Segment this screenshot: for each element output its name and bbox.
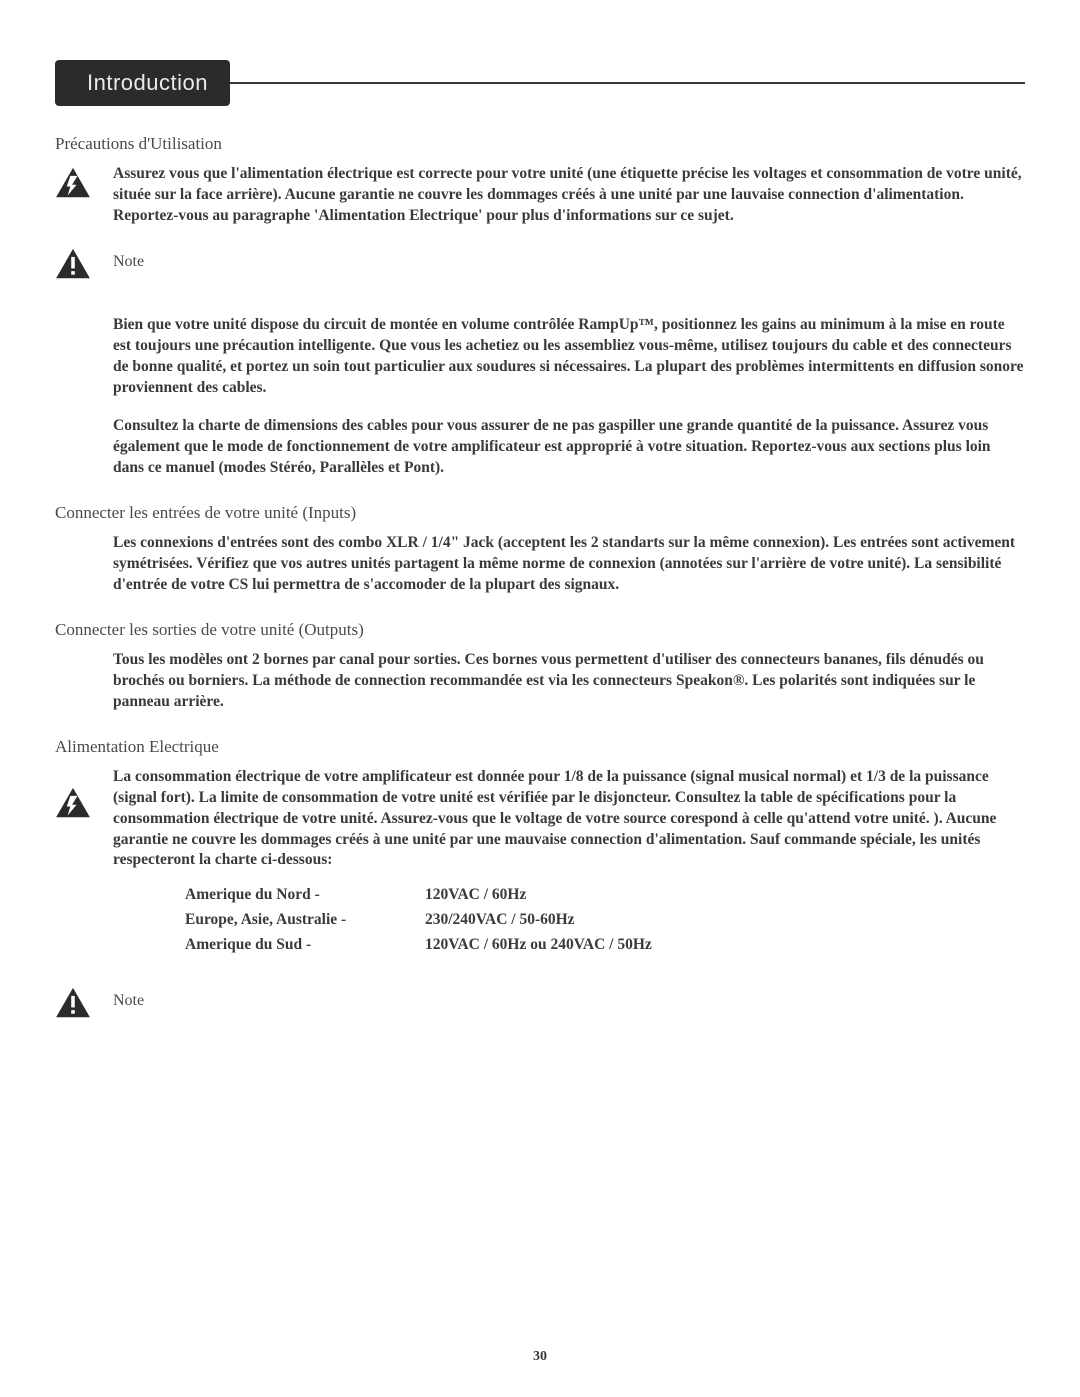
volt-region: Amerique du Sud - [185,933,425,958]
precautions-para: Assurez vous que l'alimentation électriq… [113,164,1025,227]
section-heading-inputs: Connecter les entrées de votre unité (In… [55,503,1025,523]
note1-para2: Consultez la charte de dimensions des ca… [113,416,1025,479]
volt-value: 120VAC / 60Hz ou 240VAC / 50Hz [425,933,652,958]
warning-icon [55,767,113,824]
caution-icon [55,245,113,285]
page-title: Introduction [55,60,230,106]
page-number: 30 [0,1349,1080,1365]
note2-label: Note [113,984,144,1010]
note1-para1: Bien que votre unité dispose du circuit … [113,315,1025,399]
note1-body: Bien que votre unité dispose du circuit … [113,315,1025,479]
voltage-table: Amerique du Nord - 120VAC / 60Hz Europe,… [185,883,1025,957]
note2-block: Note [55,984,1025,1024]
power-block: La consommation électrique de votre ampl… [55,767,1025,872]
warning-icon [55,164,113,204]
table-row: Amerique du Nord - 120VAC / 60Hz [185,883,1025,908]
volt-value: 230/240VAC / 50-60Hz [425,908,575,933]
power-text: La consommation électrique de votre ampl… [113,767,1025,872]
outputs-body: Tous les modèles ont 2 bornes par canal … [113,650,1025,713]
power-para: La consommation électrique de votre ampl… [113,767,1025,872]
precautions-block: Assurez vous que l'alimentation électriq… [55,164,1025,227]
section-heading-power: Alimentation Electrique [55,737,1025,757]
note1-label: Note [113,245,144,271]
volt-value: 120VAC / 60Hz [425,883,526,908]
table-row: Amerique du Sud - 120VAC / 60Hz ou 240VA… [185,933,1025,958]
table-row: Europe, Asie, Australie - 230/240VAC / 5… [185,908,1025,933]
inputs-para: Les connexions d'entrées sont des combo … [113,533,1025,596]
caution-icon [55,984,113,1024]
note1-block: Note [55,245,1025,285]
volt-region: Europe, Asie, Australie - [185,908,425,933]
header-rule [230,82,1025,84]
page-header: Introduction [55,60,1025,106]
section-heading-outputs: Connecter les sorties de votre unité (Ou… [55,620,1025,640]
section-heading-precautions: Précautions d'Utilisation [55,134,1025,154]
volt-region: Amerique du Nord - [185,883,425,908]
outputs-para: Tous les modèles ont 2 bornes par canal … [113,650,1025,713]
precautions-text: Assurez vous que l'alimentation électriq… [113,164,1025,227]
inputs-body: Les connexions d'entrées sont des combo … [113,533,1025,596]
